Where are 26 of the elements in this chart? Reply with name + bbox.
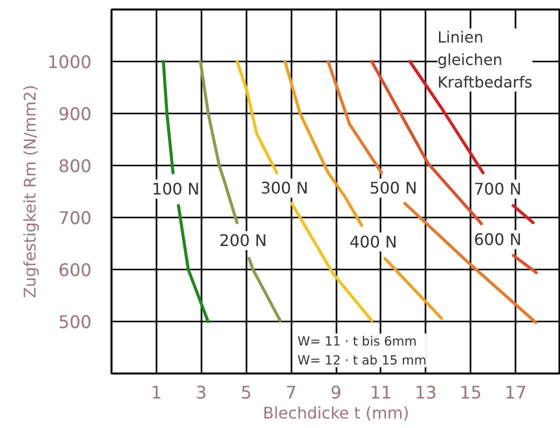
series-label: 600 N	[474, 230, 522, 250]
x-tick-label: 5	[240, 384, 252, 404]
series-label: 700 N	[474, 180, 522, 199]
series-label: 300 N	[260, 178, 308, 198]
y-tick-label: 500	[58, 313, 92, 333]
x-axis-title: Blechdicke t (mm)	[262, 404, 410, 422]
x-tick-label: 3	[196, 384, 207, 404]
series-label: 200 N	[219, 231, 267, 250]
y-tick-label: 700	[58, 209, 92, 229]
y-tick-label: 900	[58, 105, 92, 125]
x-tick-label: 1	[150, 384, 162, 404]
x-tick-label: 11	[370, 384, 392, 404]
x-tick-label: 15	[460, 384, 482, 404]
series-label: 500 N	[369, 178, 418, 198]
x-tick-label: 17	[504, 384, 527, 404]
x-tick-label: 7	[286, 384, 297, 404]
y-tick-label: 600	[58, 261, 92, 281]
series-label: 400 N	[349, 232, 398, 252]
series-label: 100 N	[152, 180, 200, 199]
y-tick-label: 800	[58, 157, 92, 177]
x-tick-label: 13	[414, 384, 437, 404]
x-tick-label: 9	[330, 384, 342, 404]
y-tick-label: 1000	[47, 53, 92, 73]
y-axis-title: Zugfestigkeit Rm (N/mm2)	[20, 84, 40, 298]
annotation: W= 11 · t bis 6mm W= 12 · t ab 15 mm	[298, 334, 426, 368]
annotation: Linien gleichen Kraftbedarfs	[438, 28, 532, 92]
